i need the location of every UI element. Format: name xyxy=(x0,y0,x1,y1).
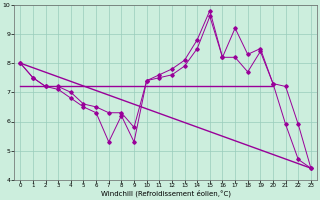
X-axis label: Windchill (Refroidissement éolien,°C): Windchill (Refroidissement éolien,°C) xyxy=(100,190,231,197)
